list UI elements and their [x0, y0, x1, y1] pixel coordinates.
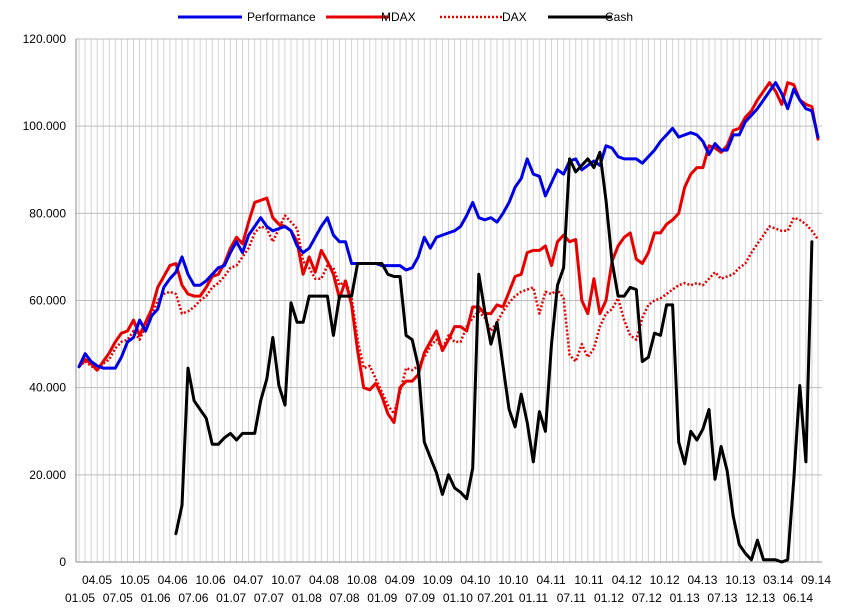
x-tick-label: 10.12: [650, 573, 680, 587]
x-tick-label: 07.06: [178, 591, 208, 605]
axes: [75, 39, 822, 563]
x-tick-label: 01.09: [367, 591, 397, 605]
x-tick-label: 07.11: [557, 591, 586, 605]
x-tick-label: 01.11: [519, 591, 548, 605]
x-tick-label: 07.12: [632, 591, 662, 605]
y-tick-label: 100.000: [23, 119, 67, 133]
legend-label-dax: DAX: [502, 10, 527, 24]
legend: Performance MDAX DAX Cash: [178, 10, 633, 24]
x-tick-label: 10.07: [271, 573, 301, 587]
series-line-performance: [77, 81, 820, 370]
x-tick-label: 03.14: [763, 573, 793, 587]
x-tick-label: 09.14: [801, 573, 831, 587]
x-tick-label: 04.09: [385, 573, 415, 587]
y-tick-label: 0: [59, 555, 66, 569]
x-tick-label: 04.07: [233, 573, 263, 587]
legend-label-mdax: MDAX: [381, 10, 416, 24]
x-tick-label: 07.05: [103, 591, 133, 605]
x-tick-label: 01.07: [216, 591, 246, 605]
x-tick-label: 04.11: [537, 573, 566, 587]
x-tick-label: 07.08: [330, 591, 360, 605]
x-tick-label: 04.08: [309, 573, 339, 587]
series-line-dax: [78, 214, 820, 416]
x-tick-label: 04.10: [460, 573, 490, 587]
legend-label-performance: Performance: [247, 10, 316, 24]
legend-label-cash: Cash: [605, 10, 633, 24]
series-line-cash: [174, 150, 814, 564]
x-tick-label: 12.13: [745, 591, 775, 605]
x-tick-label: 10.09: [423, 573, 453, 587]
y-tick-label: 80.000: [29, 206, 66, 220]
x-tick-label: 01.12: [594, 591, 624, 605]
y-tick-label: 120.000: [23, 32, 67, 46]
x-tick-label: 10.05: [120, 573, 150, 587]
y-tick-label: 20.000: [29, 468, 66, 482]
x-tick-label: 01.05: [65, 591, 95, 605]
x-tick-label: 06.14: [783, 591, 813, 605]
y-tick-label: 60.000: [29, 294, 66, 308]
x-tick-label: 01.08: [292, 591, 322, 605]
x-tick-label: 10.06: [196, 573, 226, 587]
gridlines: [76, 38, 822, 563]
x-tick-label: 04.06: [158, 573, 188, 587]
x-tick-label: 10.10: [498, 573, 528, 587]
x-tick-label: 01.06: [141, 591, 171, 605]
x-tick-label: 04.12: [612, 573, 642, 587]
x-tick-label: 04.13: [687, 573, 717, 587]
x-tick-label: 07.09: [405, 591, 435, 605]
series-lines: [77, 81, 820, 564]
x-tick-label: 04.05: [82, 573, 112, 587]
series-line-mdax: [77, 81, 820, 424]
x-tick-label: 10.08: [347, 573, 377, 587]
x-tick-label: 07.07: [254, 591, 284, 605]
x-tick-label: 01.10: [443, 591, 473, 605]
x-tick-label: 10.11: [574, 573, 603, 587]
y-axis-tick-labels: 0 20.000 40.000 60.000 80.000 100.000 120.000: [23, 32, 67, 569]
x-tick-label: 01.13: [670, 591, 700, 605]
x-tick-label: 10.13: [725, 573, 755, 587]
x-axis-tick-labels: 04.05 10.05 04.06 10.06 04.07 10.07 04.08 10.08…: [65, 573, 831, 605]
y-tick-label: 40.000: [29, 381, 66, 395]
x-tick-label: 07.201: [477, 591, 514, 605]
x-tick-label: 07.13: [707, 591, 737, 605]
